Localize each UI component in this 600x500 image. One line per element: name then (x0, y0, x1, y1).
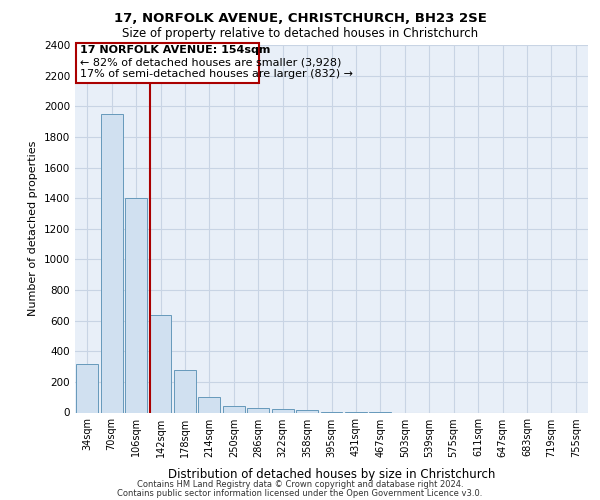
Bar (296, 410, 318, 412)
Bar (223, 406, 245, 412)
Text: ← 82% of detached houses are smaller (3,928): ← 82% of detached houses are smaller (3,… (80, 58, 341, 68)
Bar (125, 198, 147, 412)
Bar (174, 370, 196, 412)
FancyBboxPatch shape (76, 44, 259, 82)
Bar (149, 314, 172, 412)
Text: 17% of semi-detached houses are larger (832) →: 17% of semi-detached houses are larger (… (80, 68, 353, 78)
Text: Size of property relative to detached houses in Christchurch: Size of property relative to detached ho… (122, 28, 478, 40)
Bar (247, 408, 269, 412)
X-axis label: Distribution of detached houses by size in Christchurch: Distribution of detached houses by size … (168, 468, 495, 481)
Bar (101, 114, 122, 412)
Text: Contains HM Land Registry data © Crown copyright and database right 2024.: Contains HM Land Registry data © Crown c… (137, 480, 463, 489)
Y-axis label: Number of detached properties: Number of detached properties (28, 141, 38, 316)
Bar (199, 397, 220, 412)
Bar (272, 410, 293, 412)
Text: Contains public sector information licensed under the Open Government Licence v3: Contains public sector information licen… (118, 488, 482, 498)
Bar (76, 364, 98, 412)
Text: 17, NORFOLK AVENUE, CHRISTCHURCH, BH23 2SE: 17, NORFOLK AVENUE, CHRISTCHURCH, BH23 2… (113, 12, 487, 26)
Text: 17 NORFOLK AVENUE: 154sqm: 17 NORFOLK AVENUE: 154sqm (80, 45, 270, 55)
